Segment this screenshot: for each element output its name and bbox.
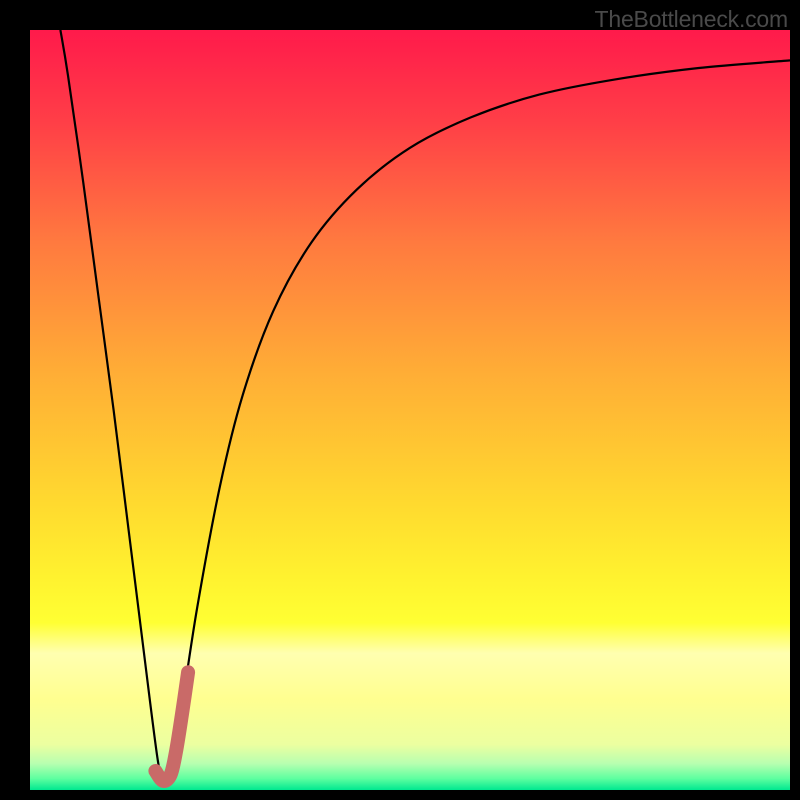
chart-background — [30, 30, 790, 790]
chart-plot — [30, 30, 790, 790]
chart-svg — [30, 30, 790, 790]
watermark: TheBottleneck.com — [595, 6, 788, 33]
